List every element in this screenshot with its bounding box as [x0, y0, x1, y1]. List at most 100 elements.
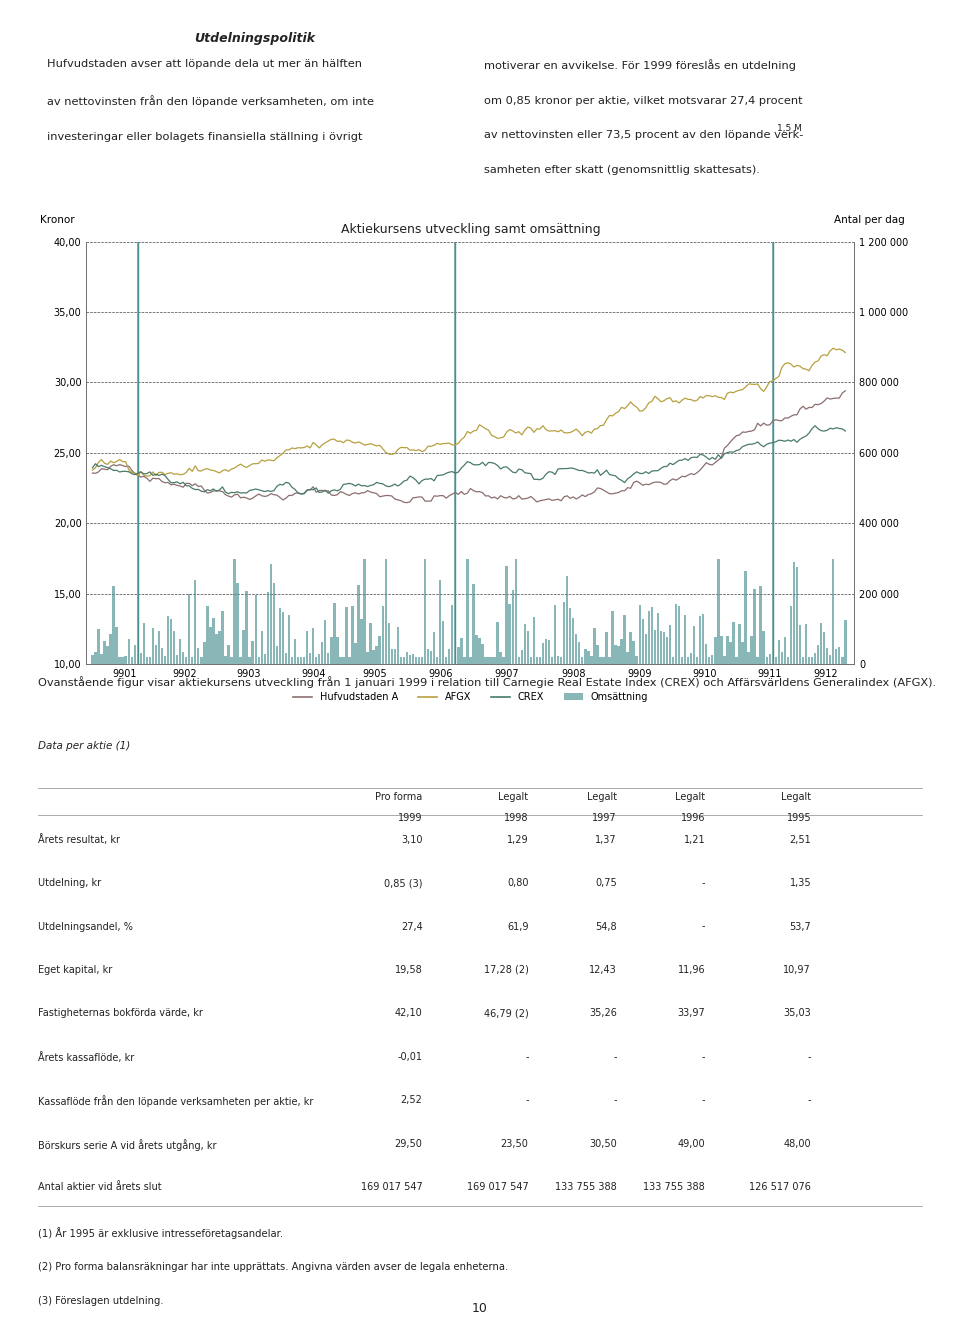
Text: 42,10: 42,10 — [395, 1008, 422, 1019]
Bar — [826, 648, 828, 664]
Bar — [372, 650, 374, 664]
Text: Antal aktier vid årets slut: Antal aktier vid årets slut — [38, 1182, 162, 1192]
Bar — [714, 637, 716, 664]
Bar — [820, 623, 823, 664]
Bar — [499, 652, 502, 664]
Bar — [699, 616, 702, 664]
Bar — [623, 615, 626, 664]
Bar — [609, 658, 611, 664]
Bar — [339, 656, 342, 664]
Bar — [566, 577, 568, 664]
Bar — [139, 652, 142, 664]
Text: 169 017 547: 169 017 547 — [467, 1182, 529, 1192]
Bar — [375, 646, 378, 664]
Bar — [324, 620, 326, 664]
Text: 53,7: 53,7 — [789, 922, 811, 931]
Bar — [291, 658, 293, 664]
Text: Utdelning, kr: Utdelning, kr — [38, 878, 102, 888]
Bar — [97, 628, 100, 664]
Bar — [122, 658, 124, 664]
Text: -0,01: -0,01 — [397, 1052, 422, 1062]
Bar — [554, 605, 556, 664]
Bar — [711, 655, 713, 664]
Text: Eget kapital, kr: Eget kapital, kr — [38, 965, 112, 976]
Bar — [252, 640, 253, 664]
Bar — [170, 619, 172, 664]
Bar — [136, 0, 139, 664]
Bar — [257, 658, 260, 664]
Bar — [641, 619, 644, 664]
Bar — [484, 656, 487, 664]
Bar — [572, 617, 574, 664]
Text: -: - — [807, 1095, 811, 1106]
Bar — [118, 658, 121, 664]
Bar — [176, 655, 179, 664]
Bar — [678, 607, 681, 664]
Bar — [107, 646, 108, 664]
Text: Utdelningsandel, %: Utdelningsandel, % — [38, 922, 133, 931]
Bar — [539, 658, 541, 664]
Bar — [811, 658, 813, 664]
Bar — [91, 655, 94, 664]
Text: Antal per dag: Antal per dag — [833, 215, 904, 224]
Bar — [744, 572, 747, 664]
Bar — [463, 658, 466, 664]
Bar — [128, 639, 130, 664]
Bar — [191, 658, 193, 664]
Text: Hufvudstaden avser att löpande dela ut mer än hälften

av nettovinsten från den : Hufvudstaden avser att löpande dela ut m… — [47, 59, 374, 142]
Text: Årets resultat, kr: Årets resultat, kr — [38, 835, 120, 845]
Bar — [469, 656, 471, 664]
Bar — [748, 652, 750, 664]
Bar — [402, 658, 405, 664]
Text: (2) Pro forma balansräkningar har inte upprättats. Angivna värden avser de legal: (2) Pro forma balansräkningar har inte u… — [38, 1261, 509, 1272]
Bar — [612, 611, 613, 664]
Text: 12,43: 12,43 — [589, 965, 617, 976]
Bar — [783, 637, 786, 664]
Text: 1998: 1998 — [504, 813, 529, 824]
Bar — [786, 658, 789, 664]
Bar — [160, 648, 163, 664]
Bar — [509, 604, 511, 664]
Bar — [754, 589, 756, 664]
Bar — [173, 631, 176, 664]
Bar — [717, 558, 720, 664]
Bar — [125, 656, 127, 664]
Bar — [228, 646, 229, 664]
Bar — [312, 628, 314, 664]
Bar — [351, 605, 353, 664]
Bar — [423, 558, 426, 664]
Bar — [835, 648, 837, 664]
Text: -: - — [807, 1052, 811, 1062]
Bar — [439, 580, 442, 664]
Bar — [378, 636, 381, 664]
Bar — [838, 647, 841, 664]
Bar — [270, 565, 272, 664]
Bar — [520, 650, 523, 664]
Bar — [109, 633, 111, 664]
Bar — [751, 636, 753, 664]
Text: -: - — [702, 922, 706, 931]
Text: 48,00: 48,00 — [783, 1139, 811, 1149]
Text: 35,03: 35,03 — [783, 1008, 811, 1019]
Bar — [823, 632, 826, 664]
Bar — [669, 625, 671, 664]
Bar — [327, 654, 329, 664]
Text: Årets kassaflöde, kr: Årets kassaflöde, kr — [38, 1052, 134, 1063]
Bar — [569, 608, 571, 664]
Bar — [303, 658, 305, 664]
Bar — [230, 658, 232, 664]
Bar — [690, 652, 692, 664]
Bar — [636, 655, 637, 664]
Text: Legalt: Legalt — [675, 792, 706, 803]
Text: 0,75: 0,75 — [595, 878, 617, 888]
Bar — [433, 632, 435, 664]
Bar — [660, 631, 662, 664]
Bar — [723, 656, 726, 664]
Text: 27,4: 27,4 — [401, 922, 422, 931]
Bar — [832, 558, 834, 664]
Bar — [488, 658, 490, 664]
Bar — [415, 656, 418, 664]
Bar — [720, 636, 723, 664]
Bar — [221, 611, 224, 664]
Bar — [357, 585, 360, 664]
